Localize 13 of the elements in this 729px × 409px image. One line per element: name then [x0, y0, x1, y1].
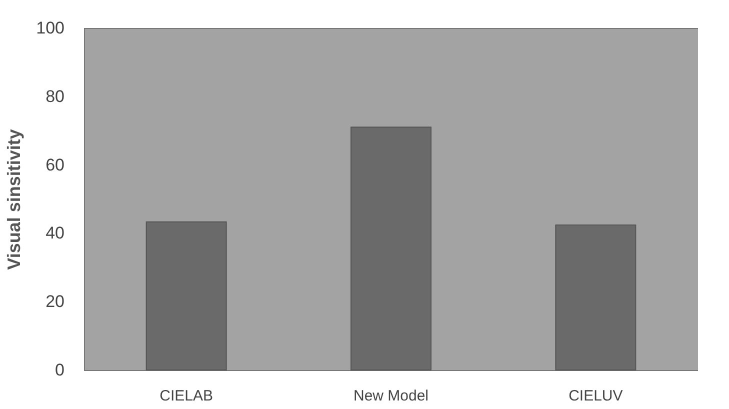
- y-axis-title: Visual sinsitivity: [4, 129, 24, 270]
- x-tick-label: New Model: [353, 388, 429, 404]
- bar: [146, 221, 227, 370]
- y-tick-label: 40: [46, 224, 64, 243]
- x-tick-label: CIELAB: [160, 388, 214, 404]
- y-tick-label: 80: [46, 86, 64, 106]
- x-tick-label: CIELUV: [568, 388, 623, 404]
- y-tick-label: 100: [36, 18, 64, 38]
- y-tick-label: 20: [46, 292, 64, 312]
- bar: [555, 224, 636, 370]
- y-tick-label: 60: [46, 155, 64, 174]
- bar: [350, 126, 432, 370]
- y-tick-label: 0: [55, 360, 64, 380]
